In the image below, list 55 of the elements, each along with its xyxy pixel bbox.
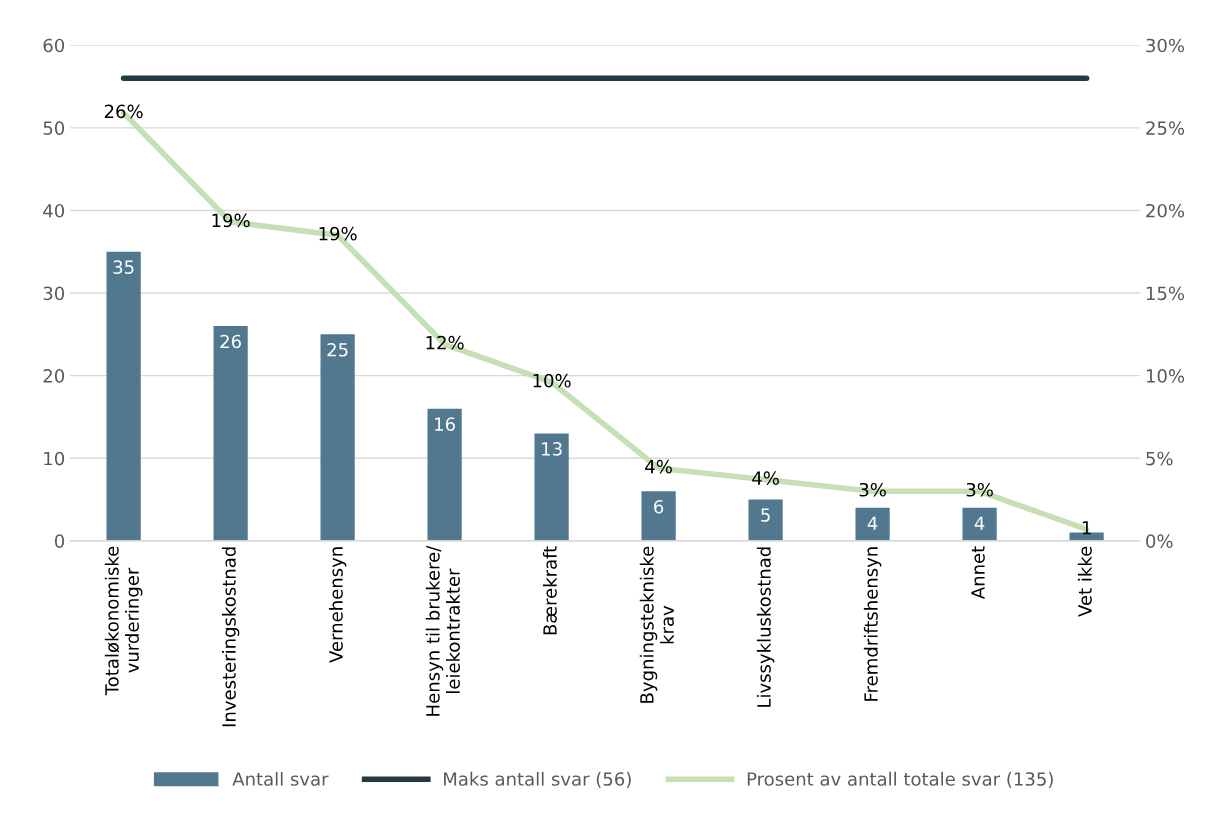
y2-tick-label: 25% xyxy=(1146,121,1185,135)
bar xyxy=(106,251,141,541)
data-label: 1 xyxy=(1082,521,1091,535)
x-tick-label: Bærekraft xyxy=(542,546,557,635)
y2-tick-label: 0% xyxy=(1146,534,1173,548)
data-label: 4% xyxy=(752,471,779,485)
bar xyxy=(855,507,890,541)
y-tick-label: 0 xyxy=(54,534,65,548)
y2-tick-label: 5% xyxy=(1146,451,1173,466)
bar xyxy=(534,433,569,541)
data-label: 26 xyxy=(220,334,241,349)
data-label: 25 xyxy=(327,342,348,357)
data-label: 4 xyxy=(974,516,985,530)
x-tick-label: Vernehensyn xyxy=(328,547,347,663)
y-tick-label: 40 xyxy=(43,203,65,218)
y-tick-label: 60 xyxy=(43,38,65,53)
y2-tick-label: 30% xyxy=(1146,38,1185,53)
y-tick-label: 30 xyxy=(43,286,65,301)
data-label: 3% xyxy=(859,482,886,497)
bar xyxy=(748,499,783,541)
x-tick-label: Bygningstekniske krav xyxy=(639,546,674,703)
x-tick-label: Hensyn til brukere/ leiekontrakter xyxy=(425,545,460,716)
bar xyxy=(213,326,248,541)
data-label: 12% xyxy=(426,335,464,350)
y-tick-label: 10 xyxy=(44,451,65,466)
y-tick-label: 50 xyxy=(43,121,65,135)
data-label: 10% xyxy=(533,373,571,388)
legend-label: Maks antall svar (56) xyxy=(444,771,631,788)
data-label: 19% xyxy=(319,226,357,241)
bar xyxy=(641,491,676,541)
y2-tick-label: 10% xyxy=(1146,369,1185,383)
data-label: 35 xyxy=(113,260,134,274)
data-label: 26% xyxy=(104,104,143,119)
data-label: 4 xyxy=(867,516,878,530)
data-label: 19% xyxy=(212,213,250,228)
data-label: 16 xyxy=(435,417,455,431)
y-tick-label: 20 xyxy=(43,369,65,383)
x-tick-label: Totaløkonomiske vurderinger xyxy=(104,546,143,696)
data-label: 5 xyxy=(761,508,770,522)
bar xyxy=(427,408,462,541)
x-tick-label: Vet ikke xyxy=(1077,546,1092,617)
y2-tick-label: 15% xyxy=(1146,286,1185,301)
legend-label: Antall svar xyxy=(232,771,329,786)
x-tick-label: Annet xyxy=(971,546,985,600)
data-label: 4% xyxy=(645,459,672,474)
data-label: 13 xyxy=(542,442,562,456)
x-tick-label: Livssykluskostnad xyxy=(756,547,775,707)
x-tick-label: Investeringskostnad xyxy=(221,547,240,727)
bar xyxy=(320,334,355,541)
bar xyxy=(962,507,997,541)
data-label: 6 xyxy=(654,499,664,514)
data-label: 3% xyxy=(966,482,993,497)
x-tick-label: Fremdriftshensyn xyxy=(863,547,882,701)
legend-label: Prosent av antall totale svar (135) xyxy=(747,771,1053,788)
y2-tick-label: 20% xyxy=(1146,203,1185,218)
